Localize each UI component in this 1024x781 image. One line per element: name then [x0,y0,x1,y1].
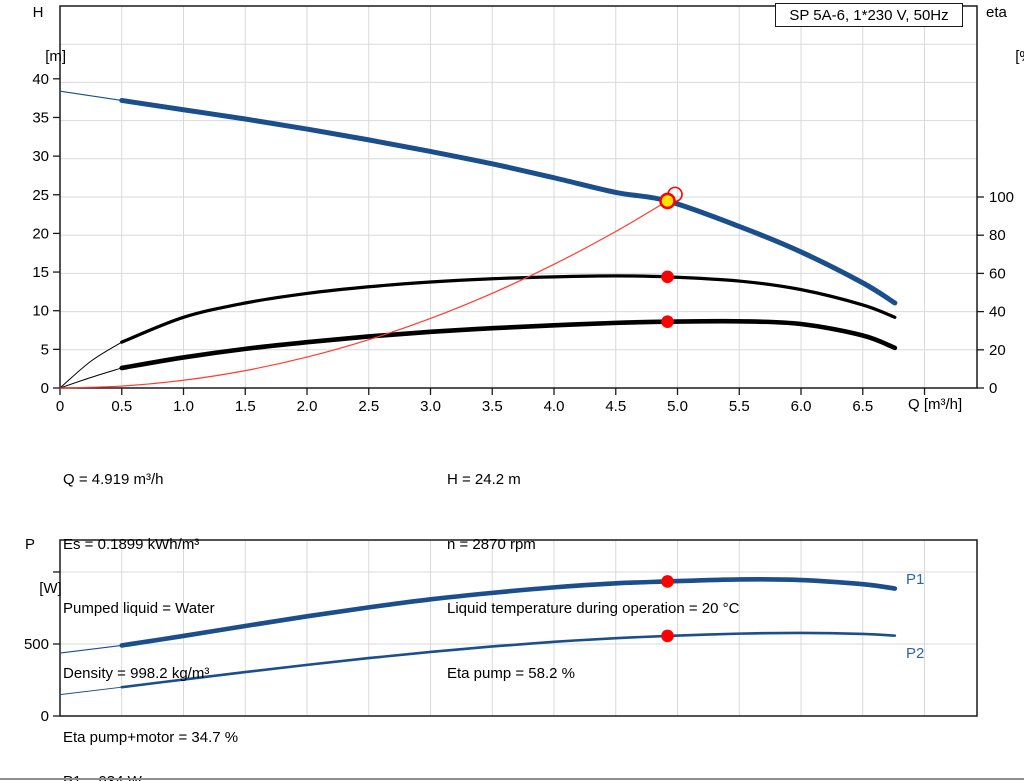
result-specific-energy: Es = 0.1899 kWh/m³ [63,535,200,553]
result-density: Density = 998.2 kg/m³ [63,664,210,682]
p-axis-unit: [W] [39,580,62,597]
gridlines [60,6,977,388]
result-p1: P1 = 934 W [63,771,154,781]
eta-axis-label: eta [%] [986,2,1024,68]
tick-label: 35 [32,109,49,126]
tick-label: 10 [32,303,49,320]
result-eta-pump-motor: Eta pump+motor = 34.7 % [63,729,239,746]
tick-label: 3.5 [482,398,503,415]
tick-label: 20 [32,225,49,242]
tick-label: 2.5 [358,398,379,415]
axis-ticks: 0 0.5 1.0 1.5 2.0 2.5 3.0 3.5 4.0 4.5 5.0 5.5 6.0 6.5… [32,71,1014,415]
tick-label: 5 [41,341,49,358]
tick-label: 6.5 [852,398,873,415]
result-block-power: P1 = 934 W P2 = 556.3 W [63,728,154,781]
eta-pump-lead [59,341,123,389]
P1-power-curve [119,577,898,648]
pump-curve-H(Q)-lead [59,90,123,102]
bottom-separator [0,778,1024,780]
duty-indicator-dot [661,270,674,284]
P2-power-curve-lead [59,686,123,696]
h-axis-label: H [m] [16,2,66,68]
eta-pump [120,274,897,344]
result-flow: Q = 4.919 m³/h [63,471,164,488]
p2-curve-label: P2 [906,645,925,662]
tick-label: 0 [56,398,64,415]
result-liquid-temperature: Liquid temperature during operation = 20… [447,600,740,617]
plot-frame [59,539,978,717]
eta-axis-symbol: eta [986,4,1007,21]
hq-eta-chart: 0 0.5 1.0 1.5 2.0 2.5 3.0 3.5 4.0 4.5 5.0 5.5 6.0 6.5… [32,5,1014,415]
tick-label: 1.5 [235,398,256,415]
p-axis-symbol: P [24,536,35,553]
P1-power-curve-lead [59,644,123,654]
tick-label: 30 [32,148,49,165]
tick-label: 0.5 [111,398,132,415]
result-head: H = 24.2 m [447,471,521,488]
tick-label: 0 [41,708,49,725]
tick-label: 100 [989,189,1014,206]
result-eta-pump: Eta pump = 58.2 % [447,664,575,682]
tick-label: 3.0 [420,398,441,415]
q-axis-label: Q [m³/h] [908,396,963,413]
tick-label: 500 [24,636,49,653]
eta-axis-unit: [%] [1015,48,1024,65]
power-chart: 0 500 [24,539,978,725]
tick-label: 5.0 [667,398,688,415]
tick-label: 20 [989,342,1006,359]
eta-pump-plus-motor [119,318,898,371]
tick-label: 60 [989,265,1006,282]
duty-indicator-dot [661,315,674,329]
axis-ticks: 0 500 [24,571,60,725]
result-block-right: H = 24.2 m n = 2870 rpm Liquid temperatu… [447,426,739,727]
pump-curve-H(Q) [119,97,898,306]
result-pumped-liquid: Pumped liquid = Water [63,600,215,617]
tick-label: 1.0 [173,398,194,415]
tick-label: 4.0 [544,398,565,415]
system-curve [59,200,669,389]
tick-label: 40 [32,71,49,88]
result-speed: n = 2870 rpm [447,535,536,553]
duty-indicator-dot [661,575,674,588]
tick-label: 2.0 [297,398,318,415]
tick-label: 25 [32,187,49,204]
p-axis-label: P [W] [10,534,62,600]
h-axis-symbol: H [32,4,44,21]
P2-power-curve [120,631,897,689]
eta-pump-plus-motor-lead [59,367,123,389]
tick-label: 80 [989,227,1006,244]
operating-point-marker[interactable] [659,192,676,210]
tick-label: 0 [989,380,997,397]
duty-indicator-dot [661,629,674,643]
tick-label: 4.5 [605,398,626,415]
pump-title-box: SP 5A-6, 1*230 V, 50Hz [775,3,963,27]
result-block-left: Q = 4.919 m³/h Es = 0.1899 kWh/m³ Pumped… [63,426,238,781]
tick-label: 40 [989,304,1006,321]
h-axis-unit: [m] [45,48,67,65]
tick-label: 15 [32,264,49,281]
tick-label: 6.0 [791,398,812,415]
tick-label: 5.5 [729,398,750,415]
tick-label: 0 [41,380,49,397]
pump-title-text: SP 5A-6, 1*230 V, 50Hz [789,6,949,24]
p1-curve-label: P1 [906,571,925,588]
